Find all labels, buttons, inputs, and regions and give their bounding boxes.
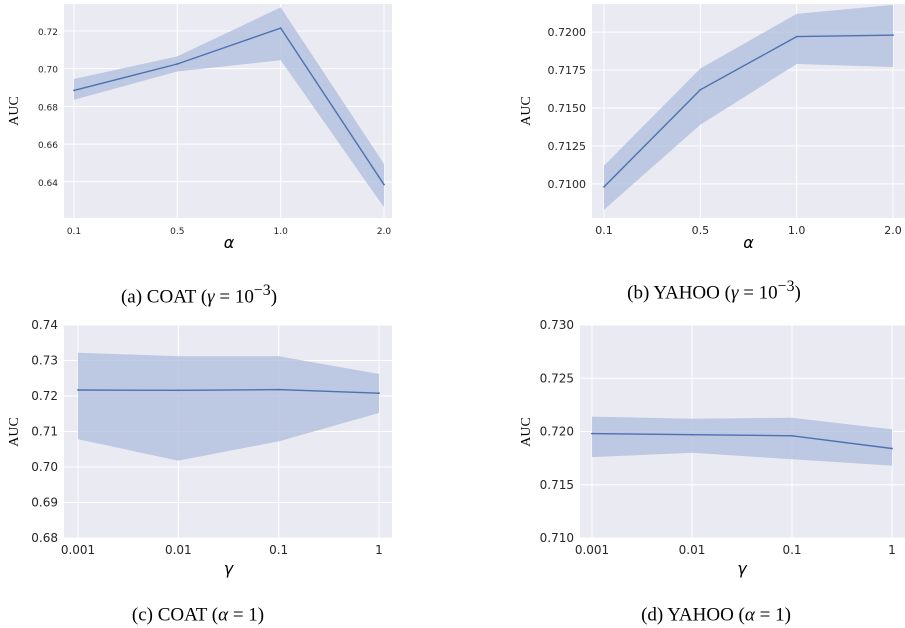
data-point bbox=[591, 432, 593, 435]
y-axis-label: AUC bbox=[519, 417, 534, 447]
data-point bbox=[378, 392, 380, 395]
data-point bbox=[603, 185, 605, 188]
confidence-band bbox=[78, 352, 379, 461]
series-line bbox=[77, 388, 380, 394]
y-tick-label: 0.66 bbox=[38, 141, 58, 151]
x-tick-label: 0.1 bbox=[269, 543, 288, 557]
panel-c: 0.68 0.69 0.70 0.71 0.72 0.73 0.74 0.001 0.01 0.1… bbox=[7, 318, 392, 578]
series-line bbox=[591, 432, 893, 450]
x-tick-label: 0.1 bbox=[67, 227, 81, 237]
x-axis-label: α bbox=[743, 233, 754, 252]
x-tick-label: 0.01 bbox=[165, 543, 192, 557]
y-tick-label: 0.74 bbox=[31, 318, 58, 332]
x-tick-label: 1 bbox=[888, 543, 896, 557]
y-axis-label: AUC bbox=[7, 96, 22, 126]
y-tick-label: 0.7100 bbox=[548, 178, 587, 191]
panel-a: 0.64 0.66 0.68 0.70 0.72 0.1 0.5 1.0 2.0 AUC α bbox=[7, 4, 392, 252]
series-line bbox=[603, 34, 894, 188]
caption-a: (a) COAT (γ = 10−3) bbox=[120, 282, 278, 308]
y-tick-label: 0.7175 bbox=[548, 64, 587, 77]
x-tick-label: 0.001 bbox=[575, 543, 609, 557]
x-tick-label: 0.1 bbox=[595, 224, 613, 237]
caption-d: (d) YAHOO (α = 1) bbox=[641, 604, 791, 626]
panel-b: 0.7100 0.7125 0.7150 0.7175 0.7200 0.1 0.5 1.0 2… bbox=[519, 4, 905, 252]
data-point bbox=[73, 89, 75, 92]
data-point bbox=[795, 35, 798, 38]
y-tick-label: 0.69 bbox=[31, 496, 58, 510]
x-axis-label: α bbox=[224, 233, 235, 252]
caption-c: (c) COAT (α = 1) bbox=[131, 604, 265, 626]
x-tick-label: 0.01 bbox=[679, 543, 706, 557]
y-tick-label: 0.7125 bbox=[548, 140, 587, 153]
series-line bbox=[73, 27, 385, 185]
confidence-band bbox=[74, 7, 384, 208]
y-tick-label: 0.72 bbox=[38, 28, 58, 38]
confidence-band bbox=[604, 4, 893, 210]
x-tick-label: 1 bbox=[375, 543, 383, 557]
x-axis-label: γ bbox=[737, 559, 748, 578]
data-point bbox=[892, 34, 894, 37]
x-tick-label: 1.0 bbox=[274, 227, 289, 237]
y-tick-label: 0.70 bbox=[31, 460, 58, 474]
y-tick-label: 0.71 bbox=[31, 425, 58, 439]
x-tick-label: 2.0 bbox=[377, 227, 392, 237]
y-tick-label: 0.7150 bbox=[548, 102, 587, 115]
data-point bbox=[77, 389, 79, 391]
x-axis-label: γ bbox=[224, 559, 235, 578]
x-tick-label: 0.5 bbox=[692, 224, 710, 237]
y-tick-label: 0.68 bbox=[31, 531, 58, 545]
panel-d: 0.710 0.715 0.720 0.725 0.730 0.001 0.01 0.1 1 AU… bbox=[519, 318, 905, 578]
y-axis-label: AUC bbox=[7, 417, 22, 447]
x-tick-label: 0.1 bbox=[782, 543, 801, 557]
data-point bbox=[699, 88, 702, 91]
y-tick-label: 0.720 bbox=[540, 425, 574, 439]
y-tick-label: 0.715 bbox=[540, 478, 574, 492]
confidence-band bbox=[592, 416, 892, 466]
y-tick-label: 0.7200 bbox=[548, 26, 587, 39]
data-point bbox=[691, 433, 693, 436]
y-tick-label: 0.72 bbox=[31, 389, 58, 403]
caption-b: (b) YAHOO (γ = 10−3) bbox=[627, 278, 801, 304]
y-tick-label: 0.725 bbox=[540, 371, 574, 385]
y-tick-label: 0.68 bbox=[38, 103, 58, 113]
y-tick-label: 0.73 bbox=[31, 354, 58, 368]
data-point bbox=[791, 434, 793, 437]
data-point bbox=[383, 183, 385, 186]
data-point bbox=[891, 447, 893, 450]
x-tick-label: 2.0 bbox=[884, 224, 902, 237]
y-tick-label: 0.70 bbox=[38, 66, 58, 76]
data-point bbox=[176, 63, 179, 65]
x-tick-label: 0.001 bbox=[61, 543, 95, 557]
data-point bbox=[277, 388, 280, 391]
y-tick-label: 0.730 bbox=[540, 318, 574, 332]
x-tick-label: 0.5 bbox=[170, 227, 184, 237]
y-tick-label: 0.710 bbox=[540, 531, 574, 545]
y-tick-label: 0.64 bbox=[38, 179, 58, 189]
y-axis-label: AUC bbox=[519, 96, 534, 126]
data-point bbox=[177, 389, 180, 392]
x-tick-label: 1.0 bbox=[788, 224, 806, 237]
data-point bbox=[279, 27, 282, 30]
